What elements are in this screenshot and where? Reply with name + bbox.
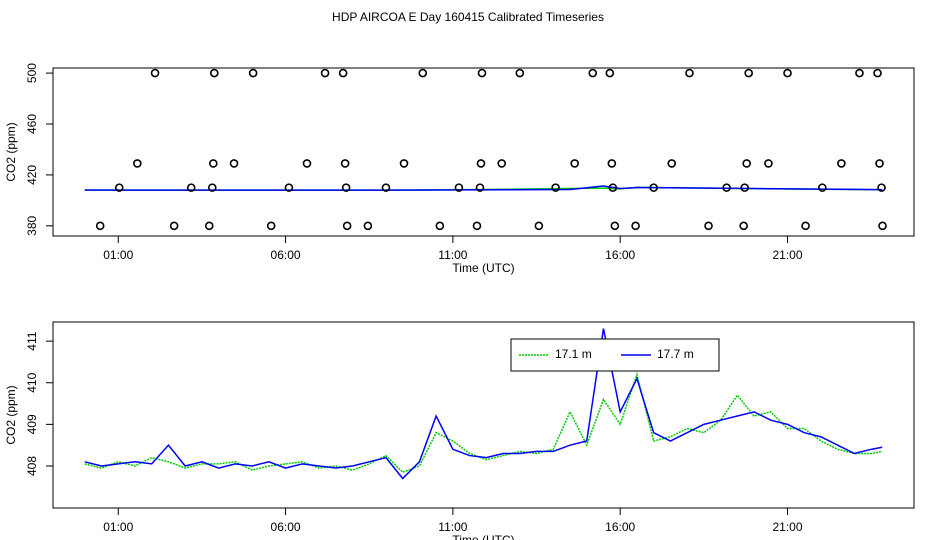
point [742, 159, 751, 168]
x-tick-label: 11:00 [438, 520, 467, 534]
point [855, 68, 864, 78]
point [248, 68, 258, 78]
legend-label: 17.7 m [657, 347, 694, 361]
point [667, 159, 677, 168]
point [399, 159, 409, 168]
plot-frame [52, 321, 915, 509]
point [338, 68, 348, 78]
point [764, 159, 773, 168]
point [783, 68, 792, 78]
point [133, 159, 142, 168]
x-tick-label: 01:00 [103, 248, 133, 262]
point [207, 183, 217, 192]
point [878, 221, 887, 231]
point [150, 68, 160, 78]
point [475, 183, 485, 192]
point [877, 183, 886, 192]
point [631, 221, 640, 231]
x-tick-label: 21:00 [772, 520, 802, 534]
point [685, 68, 694, 78]
point [204, 221, 214, 231]
point [208, 159, 218, 168]
x-tick-label: 21:00 [772, 248, 802, 262]
point [381, 183, 391, 192]
point [875, 159, 884, 168]
point [476, 159, 486, 168]
point [340, 159, 350, 168]
point [818, 183, 827, 192]
point [363, 221, 373, 231]
point [497, 159, 507, 168]
point [605, 68, 615, 78]
point [284, 183, 294, 192]
point [649, 183, 658, 192]
y-tick-label: 408 [25, 456, 39, 476]
y-tick-label: 500 [25, 63, 39, 83]
point [454, 183, 464, 192]
x-tick-label: 06:00 [271, 520, 301, 534]
point [515, 68, 525, 78]
point [837, 159, 846, 168]
point [320, 68, 330, 78]
x-tick-label: 16:00 [605, 520, 635, 534]
y-tick-label: 411 [25, 331, 39, 350]
y-tick-label: 420 [25, 165, 39, 185]
point [186, 183, 196, 192]
point [534, 221, 544, 231]
y-axis-label: CO2 (ppm) [4, 385, 18, 444]
x-axis-label: Time (UTC) [452, 261, 514, 275]
point [95, 221, 105, 231]
point [418, 68, 428, 78]
point [722, 183, 731, 192]
plot-frame [52, 67, 915, 237]
point [229, 159, 239, 168]
point [704, 221, 713, 231]
point [588, 68, 598, 78]
series-line [84, 371, 883, 474]
point [551, 183, 560, 192]
point [570, 159, 579, 168]
y-axis-label: CO2 (ppm) [4, 122, 18, 181]
point [477, 68, 487, 78]
y-tick-label: 409 [25, 414, 39, 434]
x-tick-label: 01:00 [103, 520, 133, 534]
legend-box [510, 338, 720, 372]
x-tick-label: 16:00 [605, 248, 635, 262]
point [607, 159, 617, 168]
point [472, 221, 482, 231]
point [342, 221, 352, 231]
point [801, 221, 810, 231]
x-tick-label: 11:00 [438, 248, 467, 262]
y-tick-label: 410 [25, 372, 39, 392]
plot-area [84, 328, 883, 480]
series-line [84, 328, 883, 480]
point [266, 221, 276, 231]
point [608, 183, 618, 192]
point [873, 68, 882, 78]
x-tick-label: 06:00 [271, 248, 301, 262]
chart-title: HDP AIRCOA E Day 160415 Calibrated Times… [332, 10, 604, 24]
legend-label: 17.1 m [555, 347, 592, 361]
series-line [84, 185, 883, 191]
point [169, 221, 179, 231]
point [610, 221, 620, 231]
y-tick-label: 380 [25, 215, 39, 235]
point [435, 221, 445, 231]
point [114, 183, 124, 192]
y-tick-label: 460 [25, 114, 39, 134]
x-axis-label: Time (UTC) [452, 533, 514, 540]
point [341, 183, 351, 192]
point [209, 68, 219, 78]
plot-area [84, 68, 887, 231]
point [302, 159, 312, 168]
point [739, 221, 748, 231]
point [740, 183, 749, 192]
point [744, 68, 753, 78]
